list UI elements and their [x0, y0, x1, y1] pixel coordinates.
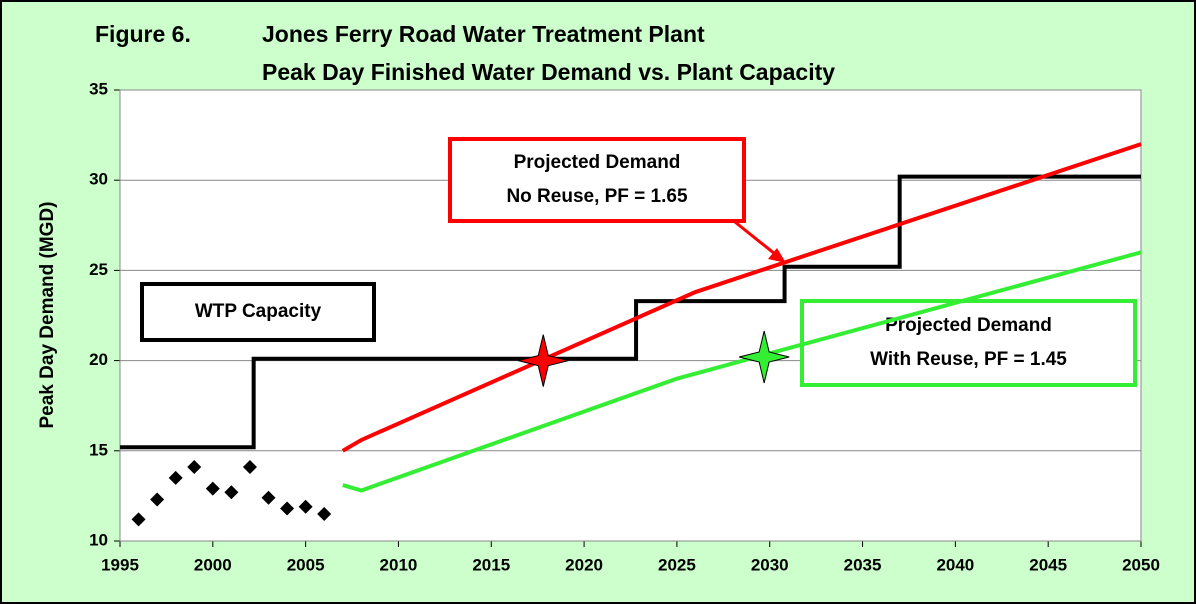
diamond-marker: [187, 460, 202, 475]
y-tick-label: 35: [89, 79, 108, 98]
x-tick-label: 2045: [1029, 555, 1067, 574]
annotation-box: [448, 137, 746, 223]
y-tick-label: 25: [89, 260, 108, 279]
x-tick-label: 2025: [658, 555, 696, 574]
x-tick-label: 2030: [751, 555, 789, 574]
star-marker: [518, 334, 569, 387]
y-tick-label: 15: [89, 440, 108, 459]
diamond-marker: [280, 501, 295, 516]
diamond-marker: [150, 492, 165, 507]
y-axis-label: Peak Day Demand (MGD): [37, 201, 58, 428]
x-tick-label: 2010: [380, 555, 418, 574]
x-tick-label: 2000: [194, 555, 232, 574]
diamond-marker: [317, 506, 332, 521]
annotation-text: Projected Demand: [514, 152, 681, 173]
x-tick-label: 2050: [1122, 555, 1160, 574]
star-marker: [739, 330, 790, 384]
x-tick-label: 2035: [844, 555, 882, 574]
diamond-marker: [168, 470, 183, 485]
diamond-marker: [205, 481, 220, 496]
annotation-text: Projected Demand: [885, 315, 1052, 336]
data-line: [342, 250, 1142, 493]
diamond-marker: [261, 490, 276, 505]
annotation-box: [140, 282, 376, 342]
diamond-marker: [242, 460, 257, 475]
annotation-text: No Reuse, PF = 1.65: [506, 186, 688, 207]
diamond-marker: [131, 512, 146, 527]
annotation-text: WTP Capacity: [195, 301, 322, 322]
y-tick-label: 10: [89, 530, 108, 549]
diamond-marker: [224, 485, 239, 500]
annotation-box: [800, 299, 1137, 387]
x-tick-label: 2020: [565, 555, 603, 574]
chart-title: Jones Ferry Road Water Treatment Plant: [262, 21, 705, 47]
annotation-arrow: [734, 220, 781, 260]
x-tick-label: 2005: [287, 555, 325, 574]
chart-title: Peak Day Finished Water Demand vs. Plant…: [262, 59, 835, 85]
data-line: [120, 174, 1141, 450]
x-tick-label: 2040: [936, 555, 974, 574]
x-tick-label: 1995: [101, 555, 139, 574]
chart-title: Figure 6.: [95, 21, 191, 47]
arrow-head: [768, 248, 786, 263]
y-tick-label: 30: [89, 170, 108, 189]
plot-border: [119, 89, 1142, 542]
y-tick-label: 20: [89, 350, 108, 369]
annotation-text: With Reuse, PF = 1.45: [870, 349, 1067, 370]
data-line: [341, 142, 1142, 453]
x-tick-label: 2015: [472, 555, 510, 574]
diamond-marker: [298, 499, 313, 514]
